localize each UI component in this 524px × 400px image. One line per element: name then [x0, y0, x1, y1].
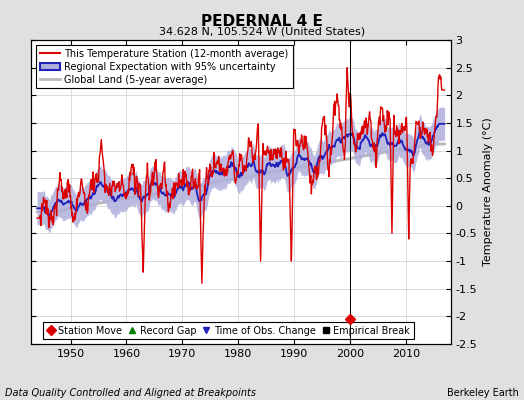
- Legend: Station Move, Record Gap, Time of Obs. Change, Empirical Break: Station Move, Record Gap, Time of Obs. C…: [43, 322, 414, 340]
- Y-axis label: Temperature Anomaly (°C): Temperature Anomaly (°C): [483, 118, 493, 266]
- Text: 34.628 N, 105.524 W (United States): 34.628 N, 105.524 W (United States): [159, 26, 365, 36]
- Text: Data Quality Controlled and Aligned at Breakpoints: Data Quality Controlled and Aligned at B…: [5, 388, 256, 398]
- Text: PEDERNAL 4 E: PEDERNAL 4 E: [201, 14, 323, 29]
- Text: Berkeley Earth: Berkeley Earth: [447, 388, 519, 398]
